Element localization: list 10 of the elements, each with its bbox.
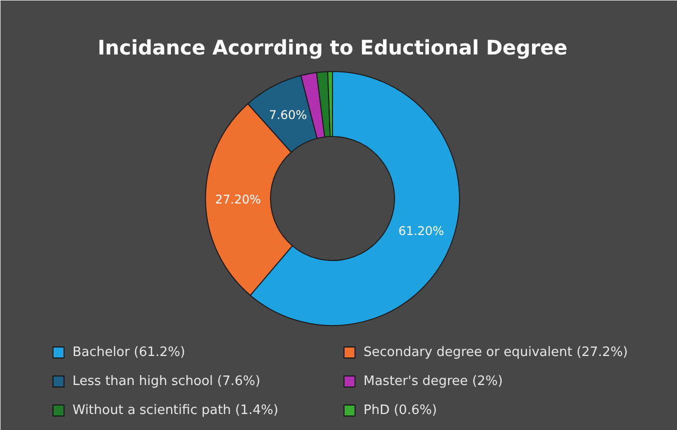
legend-label: Less than high school (7.6%) xyxy=(72,374,260,389)
legend-label: Without a scientific path (1.4%) xyxy=(72,403,278,418)
chart-title: Incidance Acorrding to Eductional Degree xyxy=(98,36,568,60)
legend-label: Master's degree (2%) xyxy=(364,374,503,389)
data-label: 7.60% xyxy=(268,108,308,122)
legend-label: Bachelor (61.2%) xyxy=(72,345,186,360)
data-label: 27.20% xyxy=(215,192,261,207)
legend-label: Secondary degree or equivalent (27.2%) xyxy=(364,345,628,360)
legend-label: PhD (0.6%) xyxy=(364,403,437,418)
data-label: 61.20% xyxy=(398,224,444,238)
